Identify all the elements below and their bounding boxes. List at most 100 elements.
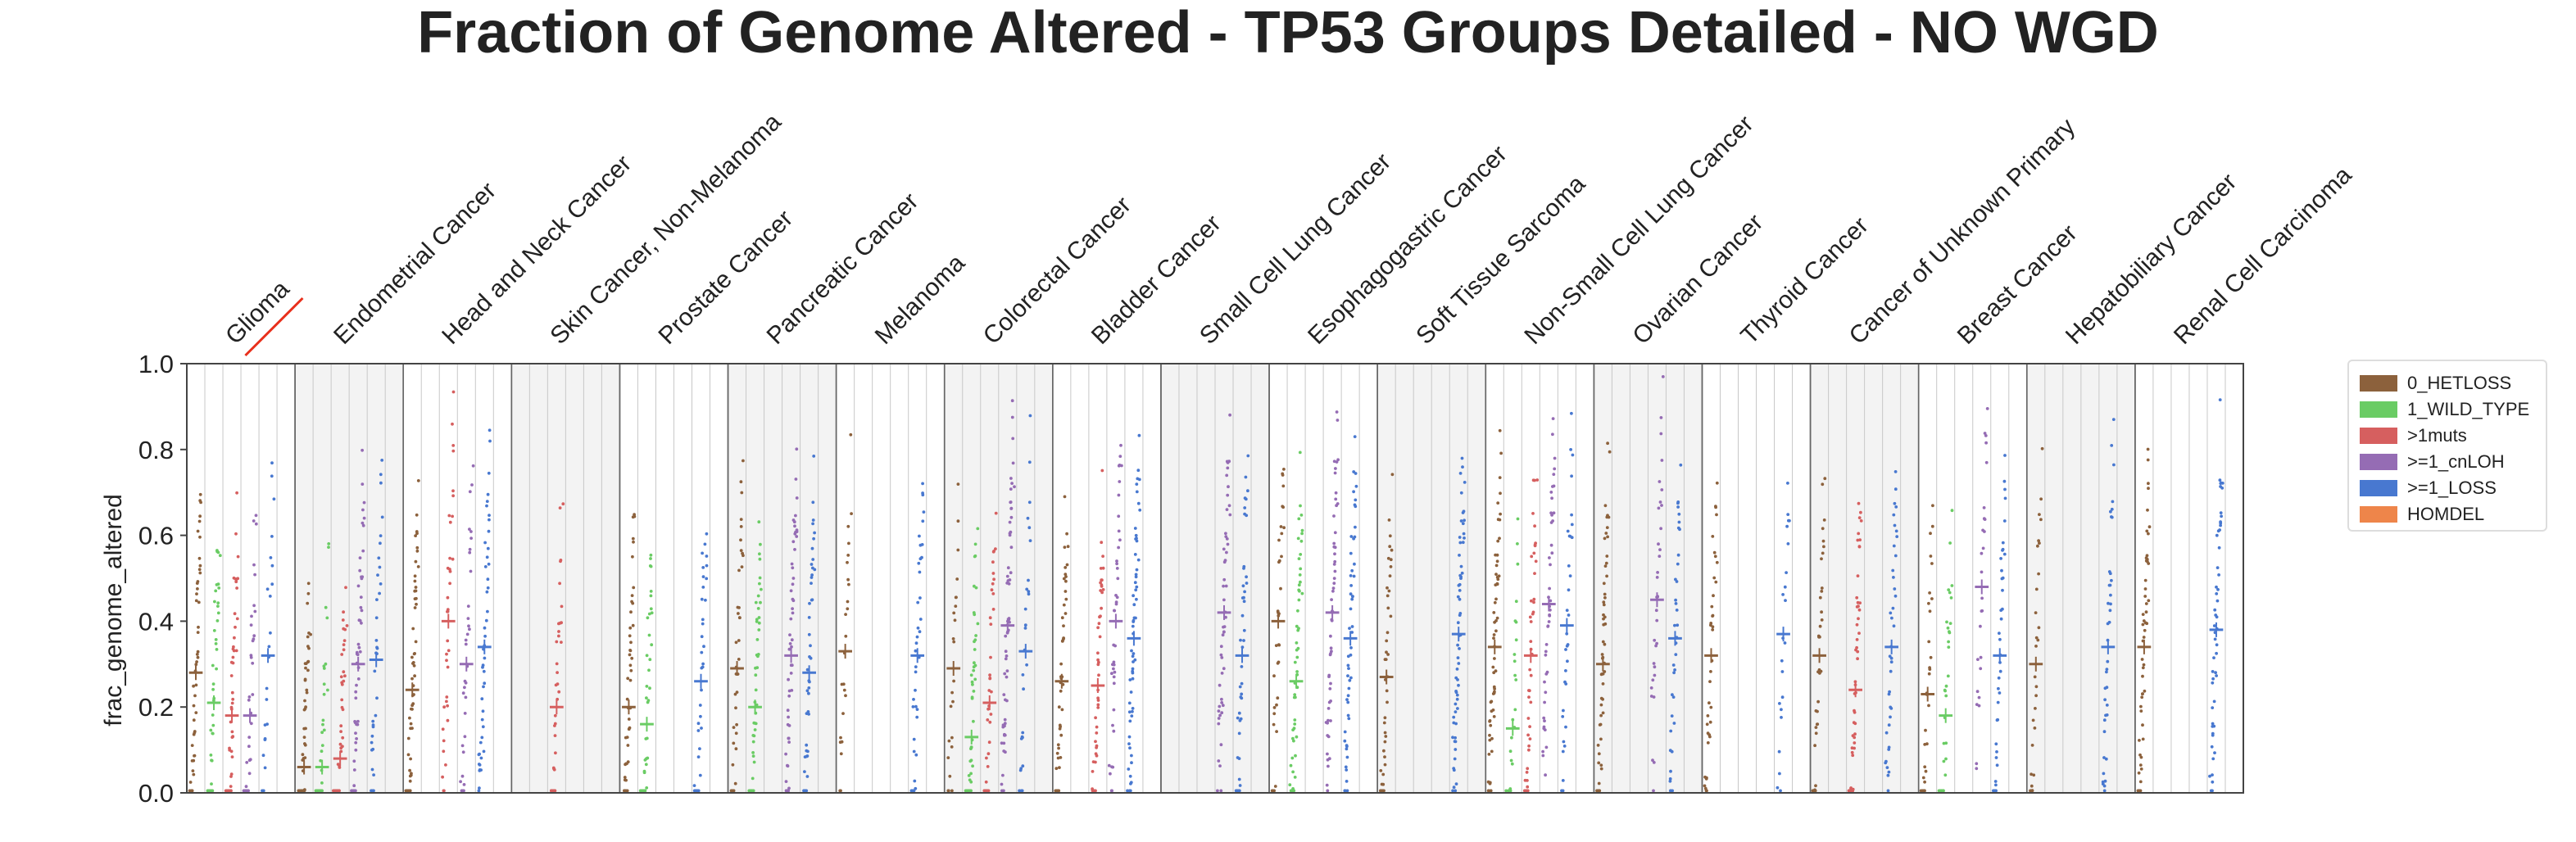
data-point xyxy=(194,663,198,667)
data-point xyxy=(1994,742,1998,746)
data-point xyxy=(1113,644,1117,648)
data-point xyxy=(1451,736,1454,740)
data-point xyxy=(1495,582,1499,586)
data-point xyxy=(1100,606,1103,610)
data-point xyxy=(408,768,411,772)
data-point xyxy=(630,656,634,660)
data-point xyxy=(1111,765,1115,769)
data-point xyxy=(1599,703,1603,707)
data-point xyxy=(1851,734,1855,738)
data-point xyxy=(1495,559,1499,564)
data-point xyxy=(1857,545,1862,549)
data-point xyxy=(1984,441,1989,445)
data-point xyxy=(482,749,486,754)
data-point xyxy=(1461,465,1464,469)
data-point xyxy=(1887,723,1891,727)
data-point xyxy=(552,767,556,771)
data-point xyxy=(1891,568,1895,573)
data-point xyxy=(1064,579,1068,583)
data-point xyxy=(805,689,810,693)
data-point xyxy=(1923,765,1927,769)
data-point xyxy=(989,622,993,626)
data-point xyxy=(559,559,563,562)
data-point xyxy=(787,786,791,790)
data-point xyxy=(921,482,924,486)
data-point xyxy=(1226,542,1230,546)
data-point xyxy=(915,715,919,719)
data-point xyxy=(1347,667,1350,670)
data-point xyxy=(1786,542,1790,545)
data-point xyxy=(1096,626,1100,630)
data-point xyxy=(631,515,635,519)
data-point xyxy=(477,789,481,793)
data-point xyxy=(1944,757,1948,761)
data-point xyxy=(462,789,465,793)
data-point xyxy=(950,789,954,793)
x-tick-label-glioma: Glioma xyxy=(220,275,295,350)
data-point xyxy=(1096,651,1100,655)
data-point xyxy=(234,580,238,584)
data-point xyxy=(373,669,377,673)
data-point xyxy=(1530,599,1533,603)
data-point xyxy=(553,713,557,718)
data-point xyxy=(1671,663,1676,667)
data-point xyxy=(1929,655,1933,659)
data-point xyxy=(230,701,234,705)
data-point xyxy=(1096,699,1100,702)
data-point xyxy=(1022,687,1025,691)
data-point xyxy=(1855,622,1859,627)
data-point xyxy=(789,589,793,593)
data-point xyxy=(254,514,258,518)
data-point xyxy=(951,637,955,641)
data-point xyxy=(701,618,705,622)
data-point xyxy=(2110,578,2113,582)
data-point xyxy=(251,693,255,696)
data-point xyxy=(1531,478,1535,482)
data-point xyxy=(1135,490,1139,494)
data-point xyxy=(1383,716,1387,720)
data-point xyxy=(1659,527,1662,531)
data-point xyxy=(1711,614,1715,618)
data-point xyxy=(1704,777,1708,781)
data-point xyxy=(2215,643,2219,647)
data-point xyxy=(1889,705,1893,709)
data-point xyxy=(270,564,274,568)
data-point xyxy=(1892,544,1896,548)
data-point xyxy=(839,736,842,740)
data-point xyxy=(1994,783,1998,787)
data-point xyxy=(466,617,470,620)
data-point xyxy=(790,562,794,566)
data-point xyxy=(1493,600,1497,604)
data-point xyxy=(211,687,215,691)
data-point xyxy=(1783,641,1787,645)
data-point xyxy=(451,390,456,394)
data-point xyxy=(1130,714,1134,718)
data-point xyxy=(646,756,650,760)
data-point xyxy=(969,673,973,677)
data-point xyxy=(414,559,418,564)
data-point xyxy=(1383,763,1387,767)
data-point xyxy=(2105,668,2109,671)
data-point xyxy=(410,707,413,711)
data-point xyxy=(2002,519,2007,523)
data-point xyxy=(623,776,627,779)
data-point xyxy=(1783,585,1787,589)
data-point xyxy=(1705,722,1709,727)
data-point xyxy=(1979,624,1982,628)
data-point xyxy=(632,586,636,590)
data-point xyxy=(341,736,345,740)
data-point xyxy=(1387,518,1391,522)
data-point xyxy=(468,527,471,531)
plot-frame xyxy=(186,363,2244,794)
data-point xyxy=(703,542,707,546)
data-point xyxy=(840,740,844,744)
data-point xyxy=(1128,678,1132,681)
data-point xyxy=(342,648,346,652)
data-point xyxy=(1857,532,1861,536)
data-point xyxy=(1995,763,1999,767)
data-point xyxy=(1127,735,1132,739)
data-point xyxy=(1332,582,1336,585)
data-point xyxy=(1333,545,1337,550)
data-point xyxy=(270,535,274,538)
data-point xyxy=(1564,682,1568,686)
